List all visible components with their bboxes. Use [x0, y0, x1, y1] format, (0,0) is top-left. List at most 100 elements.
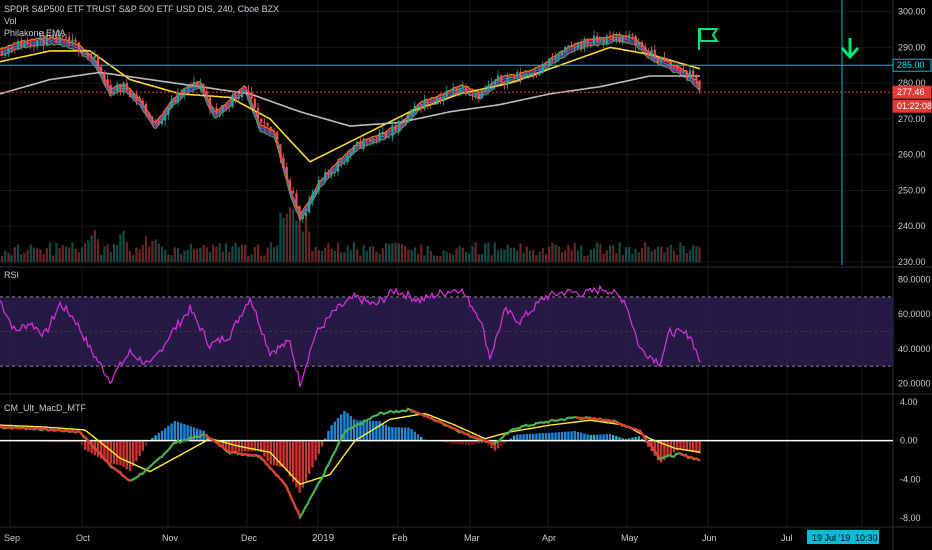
volume-bar	[272, 247, 276, 262]
macd-hist-bar	[157, 433, 160, 441]
candle-body	[304, 212, 308, 216]
macd-hist-bar	[448, 440, 452, 444]
flag-icon[interactable]	[698, 28, 719, 50]
volume-bar	[93, 230, 96, 262]
macd-hist-bar	[263, 440, 266, 457]
vol-indicator-label[interactable]: Vol	[4, 16, 17, 26]
macd-hist-bar	[324, 438, 327, 441]
macd-hist-bar	[352, 419, 356, 441]
candle-body	[202, 84, 205, 92]
candle-body	[154, 121, 157, 123]
macd-hist-bar	[304, 440, 308, 481]
macd-hist-bar	[471, 440, 474, 445]
candle-body	[452, 87, 455, 92]
macd-hist-bar	[359, 420, 362, 441]
price-tick: 290.00	[898, 42, 926, 52]
volume-bar	[621, 254, 624, 262]
volume-bar	[250, 254, 253, 262]
candle-body	[564, 47, 567, 51]
candle-body	[192, 82, 196, 88]
volume-bar	[48, 242, 52, 262]
volume-bar	[580, 245, 583, 262]
volume-bar	[10, 254, 13, 262]
price-tick: 260.00	[898, 150, 926, 160]
macd-hist-bar	[637, 436, 640, 441]
candle-body	[356, 141, 359, 146]
candle-body	[144, 103, 148, 114]
macd-hist-bar	[253, 440, 256, 451]
candle-body	[608, 35, 612, 37]
candle-body	[391, 125, 394, 137]
volume-bar	[128, 250, 132, 262]
volume-bar	[84, 242, 87, 262]
candle-body	[516, 72, 519, 79]
macd-slow-line	[0, 412, 701, 485]
volume-bar	[68, 247, 71, 262]
candle-body	[148, 113, 151, 117]
volume-bar	[160, 246, 164, 262]
volume-bar	[602, 253, 605, 262]
candle-body	[653, 49, 656, 58]
candle-body	[352, 145, 356, 153]
candle-body	[432, 103, 436, 105]
candle-body	[295, 193, 298, 206]
volume-bar	[7, 252, 10, 262]
volume-bar	[228, 251, 231, 262]
candle-body	[116, 84, 119, 92]
volume-bar	[58, 248, 61, 262]
macd-hist-bar	[695, 440, 698, 453]
macd-hist-bar	[698, 440, 701, 454]
macd-hist-bar	[468, 440, 471, 445]
volume-bar	[340, 252, 343, 262]
price-tick: 230.00	[898, 257, 926, 267]
volume-bar	[212, 244, 215, 262]
candle-body	[538, 72, 541, 75]
price-tick: 300.00	[898, 7, 926, 17]
macd-pane-label[interactable]: CM_Ult_MacD_MTF	[4, 403, 87, 413]
candle-body	[679, 69, 682, 73]
volume-bar	[525, 246, 528, 262]
candle-body	[340, 161, 343, 163]
candle-body	[381, 132, 384, 134]
volume-bar	[141, 244, 144, 262]
candle-body	[176, 92, 180, 103]
macd-hist-bar	[477, 440, 480, 444]
ema-indicator-label[interactable]: Philakone EMA	[4, 28, 66, 38]
macd-hist-bar	[170, 423, 173, 441]
candle-body	[445, 90, 448, 97]
candle-body	[180, 92, 183, 95]
time-label: Jul	[781, 533, 793, 543]
macd-hist-bar	[301, 440, 304, 488]
macd-hist-bar	[250, 440, 253, 452]
macd-lines	[0, 407, 893, 520]
volume-bar	[599, 243, 602, 262]
volume-bar	[359, 255, 362, 262]
symbol-title[interactable]: SPDR S&P500 ETF TRUST S&P 500 ETF USD DI…	[4, 4, 280, 14]
candle-body	[682, 71, 685, 73]
candle-body	[436, 97, 439, 105]
rsi-pane-label[interactable]: RSI	[4, 270, 20, 280]
candle-body	[282, 158, 285, 168]
macd-hist-bar	[676, 440, 679, 451]
macd-hist-bar	[292, 440, 295, 482]
macd-tick: 0.00	[900, 436, 918, 446]
volume-bar	[391, 243, 394, 262]
candle-body	[362, 139, 365, 149]
candle-body	[90, 56, 93, 58]
candle-body	[573, 46, 576, 49]
volume-bar	[74, 248, 77, 262]
price-tag-bg	[892, 58, 932, 72]
volume-bar	[103, 246, 106, 262]
macd-hist-bar	[192, 427, 196, 441]
volume-bar	[455, 248, 458, 262]
volume-bar	[199, 247, 202, 262]
macd-hist-bar	[196, 428, 199, 441]
macd-hist-bar	[404, 427, 407, 441]
candle-body	[576, 42, 580, 49]
volume-bar	[487, 242, 490, 262]
candle-body	[509, 76, 512, 78]
ema-long-line	[0, 71, 700, 127]
volume-bar	[157, 243, 160, 262]
arrow-down-icon[interactable]	[840, 38, 860, 60]
